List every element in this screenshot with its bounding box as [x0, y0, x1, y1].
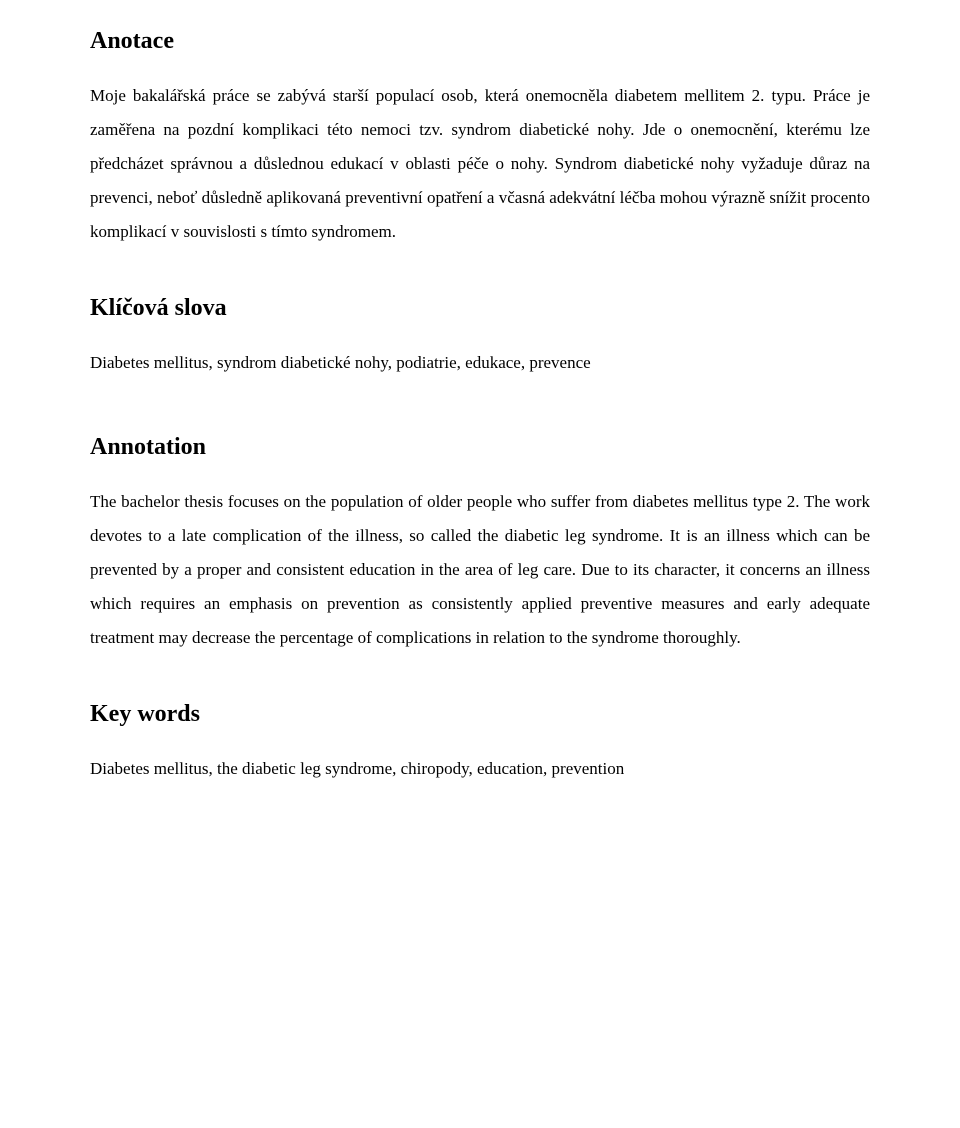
paragraph-annotation: The bachelor thesis focuses on the popul… — [90, 485, 870, 655]
heading-keywords: Key words — [90, 701, 870, 728]
paragraph-anotace: Moje bakalářská práce se zabývá starší p… — [90, 79, 870, 249]
section-spacer — [90, 281, 870, 295]
section-spacer — [90, 687, 870, 701]
heading-annotation: Annotation — [90, 434, 870, 461]
heading-anotace: Anotace — [90, 28, 870, 55]
paragraph-klicova-slova: Diabetes mellitus, syndrom diabetické no… — [90, 346, 870, 380]
document-page: Anotace Moje bakalářská práce se zabývá … — [0, 0, 960, 866]
heading-klicova-slova: Klíčová slova — [90, 295, 870, 322]
paragraph-keywords: Diabetes mellitus, the diabetic leg synd… — [90, 752, 870, 786]
section-spacer — [90, 420, 870, 434]
